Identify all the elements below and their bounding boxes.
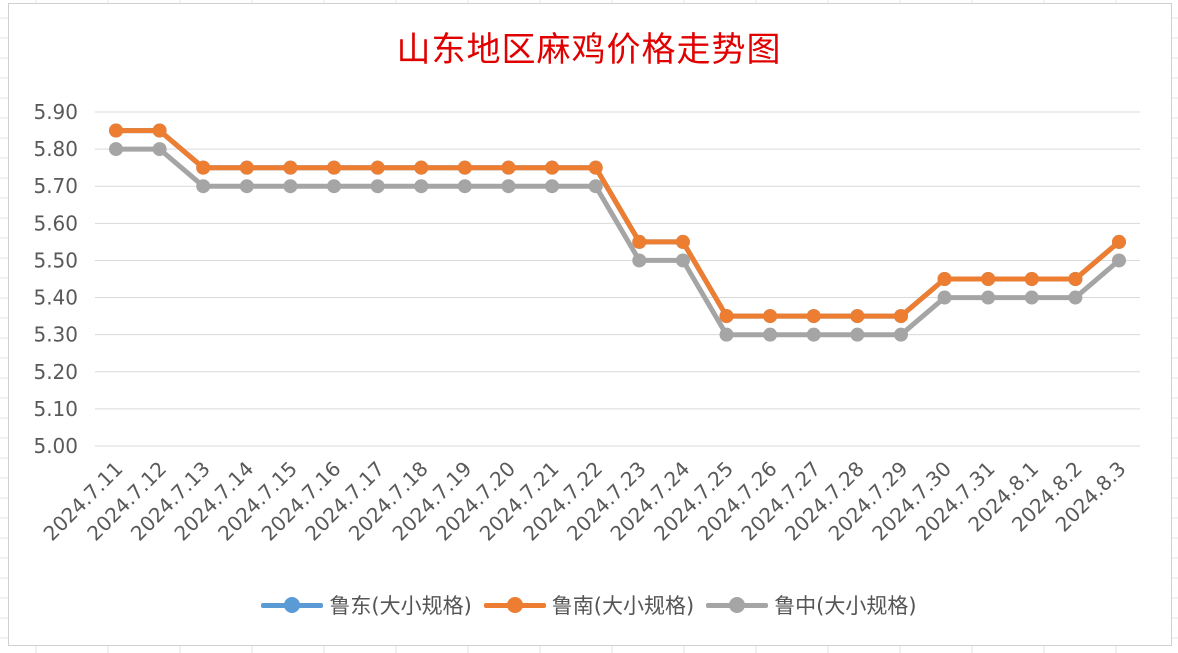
data-point [414, 179, 429, 194]
y-tick-label: 5.70 [33, 174, 78, 198]
chart-legend: 鲁东(大小规格) 鲁南(大小规格) 鲁中(大小规格) [0, 590, 1178, 620]
data-point [370, 160, 385, 175]
data-point [937, 272, 952, 286]
data-point [327, 179, 342, 194]
data-point [545, 160, 560, 175]
data-point [806, 309, 821, 324]
data-point [806, 327, 821, 342]
data-point [327, 160, 342, 175]
data-point [457, 179, 472, 194]
data-point [109, 142, 123, 157]
data-point [545, 179, 560, 194]
data-point [196, 179, 211, 194]
data-point [588, 160, 603, 175]
data-point [937, 290, 952, 305]
data-point [675, 234, 690, 249]
data-point [1024, 272, 1039, 286]
data-point [457, 160, 472, 175]
data-point [152, 123, 167, 138]
data-point [196, 160, 211, 175]
data-point [719, 327, 734, 342]
data-point [1112, 253, 1126, 268]
data-point [1112, 234, 1126, 249]
series-2 [109, 142, 1126, 342]
legend-label-lunan: 鲁南(大小规格) [551, 594, 695, 618]
data-point [893, 327, 908, 342]
data-point [370, 179, 385, 194]
data-point [109, 123, 123, 138]
data-point [632, 234, 647, 249]
y-tick-label: 5.80 [33, 137, 78, 161]
data-point [239, 179, 254, 194]
series-line [116, 128, 1121, 319]
data-point [239, 160, 254, 175]
y-tick-label: 5.10 [33, 397, 78, 421]
legend-swatch-lunan [483, 594, 546, 616]
series-line [116, 146, 1121, 338]
data-point [850, 309, 865, 324]
data-point [283, 179, 298, 194]
data-point [981, 290, 996, 305]
y-tick-label: 5.50 [33, 248, 78, 272]
legend-item-luzhong: 鲁中(大小规格) [706, 590, 917, 620]
data-point [850, 327, 865, 342]
y-tick-label: 5.00 [33, 434, 78, 458]
data-point [763, 327, 778, 342]
y-tick-label: 5.40 [33, 286, 78, 310]
data-point [414, 160, 429, 175]
chart-frame [8, 3, 1172, 646]
legend-item-lunan: 鲁南(大小规格) [483, 590, 695, 620]
y-tick-label: 5.60 [33, 211, 78, 235]
series-1 [109, 123, 1126, 324]
chart-title: 山东地区麻鸡价格走势图 [396, 30, 782, 70]
data-point [632, 253, 647, 268]
legend-swatch-luzhong [706, 594, 769, 616]
legend-item-ludong: 鲁东(大小规格) [261, 590, 472, 620]
data-point [152, 142, 167, 157]
legend-label-ludong: 鲁东(大小规格) [329, 594, 472, 618]
data-point [283, 160, 298, 175]
data-point [1024, 290, 1039, 305]
data-point [981, 272, 996, 286]
data-point [1068, 272, 1083, 286]
data-point [719, 309, 734, 324]
data-point [763, 309, 778, 324]
data-point [675, 253, 690, 268]
data-point [501, 160, 516, 175]
legend-label-luzhong: 鲁中(大小规格) [774, 594, 917, 618]
data-point [893, 309, 908, 324]
y-tick-label: 5.90 [33, 100, 78, 124]
y-tick-label: 5.20 [33, 360, 78, 384]
legend-swatch-ludong [261, 594, 324, 616]
data-point [1068, 290, 1083, 305]
data-point [501, 179, 516, 194]
data-point [588, 179, 603, 194]
y-tick-label: 5.30 [33, 323, 78, 347]
